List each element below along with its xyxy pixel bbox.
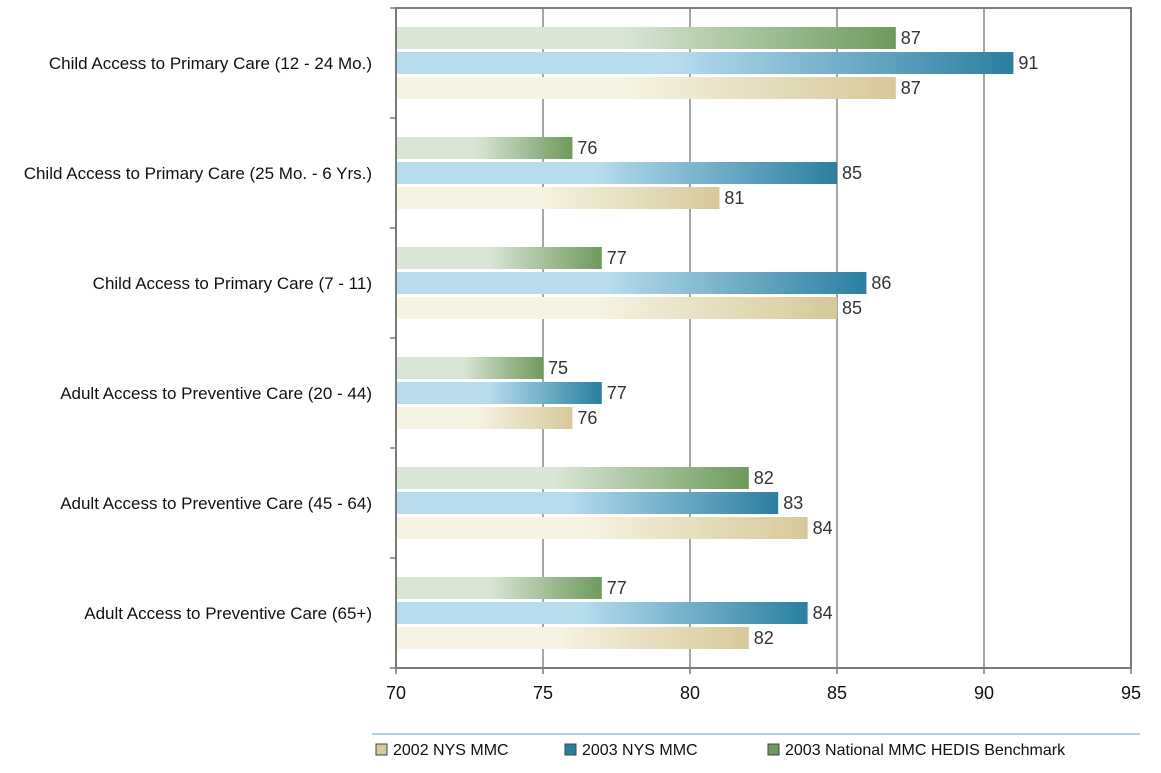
bar-2002-nys-mmc-6	[396, 627, 749, 649]
bar-2003-nys-mmc-5	[396, 492, 779, 514]
x-tick-label: 95	[1121, 683, 1141, 703]
data-label: 84	[813, 518, 833, 538]
bar-2002-nys-mmc-3	[396, 297, 837, 319]
bar-2003-nys-mmc-2	[396, 162, 837, 184]
bar-2003-nys-mmc-1	[396, 52, 1014, 74]
x-tick-label: 90	[974, 683, 994, 703]
bar-2003-national-mmc-hedis-benchmark-2	[396, 137, 573, 159]
data-label: 84	[813, 603, 833, 623]
category-label: Child Access to Primary Care (7 - 11)	[93, 274, 372, 293]
x-tick-label: 85	[827, 683, 847, 703]
data-label: 76	[577, 408, 597, 428]
data-label: 81	[724, 188, 744, 208]
category-label: Adult Access to Preventive Care (65+)	[84, 604, 372, 623]
data-label: 87	[901, 28, 921, 48]
bar-2003-national-mmc-hedis-benchmark-1	[396, 27, 896, 49]
bar-2003-nys-mmc-4	[396, 382, 602, 404]
data-label: 85	[842, 298, 862, 318]
data-label: 86	[871, 273, 891, 293]
data-label: 85	[842, 163, 862, 183]
legend: 2002 NYS MMC 2003 NYS MMC 2003 National MM…	[372, 733, 1140, 759]
gridlines	[542, 8, 985, 668]
bar-2002-nys-mmc-2	[396, 187, 720, 209]
plot-frame	[395, 7, 1132, 669]
legend-swatch	[564, 743, 577, 756]
data-label: 77	[607, 578, 627, 598]
bar-2003-national-mmc-hedis-benchmark-4	[396, 357, 543, 379]
legend-swatch	[375, 743, 388, 756]
category-label: Adult Access to Preventive Care (20 - 44…	[60, 384, 372, 403]
bars	[396, 27, 1014, 649]
data-label: 77	[607, 383, 627, 403]
labels: 87 91 87 Child Access to Primary Care (12 -…	[24, 28, 1141, 703]
x-tick-label: 70	[386, 683, 406, 703]
data-label: 87	[901, 78, 921, 98]
legend-label: 2003 National MMC HEDIS Benchmark	[785, 742, 1066, 759]
x-tick-label: 80	[680, 683, 700, 703]
legend-label: 2002 NYS MMC	[393, 742, 509, 759]
data-label: 83	[783, 493, 803, 513]
x-tick-label: 75	[533, 683, 553, 703]
bar-2003-national-mmc-hedis-benchmark-3	[396, 247, 602, 269]
category-label: Child Access to Primary Care (25 Mo. - 6…	[24, 164, 372, 183]
data-label: 82	[754, 468, 774, 488]
bar-2002-nys-mmc-5	[396, 517, 808, 539]
data-label: 82	[754, 628, 774, 648]
bar-2002-nys-mmc-1	[396, 77, 896, 99]
category-label: Child Access to Primary Care (12 - 24 Mo…	[49, 54, 372, 73]
bar-2003-national-mmc-hedis-benchmark-6	[396, 577, 602, 599]
data-label: 77	[607, 248, 627, 268]
legend-swatch	[767, 743, 780, 756]
data-label: 75	[548, 358, 568, 378]
bar-2003-nys-mmc-3	[396, 272, 867, 294]
data-label: 76	[577, 138, 597, 158]
data-label: 91	[1018, 53, 1038, 73]
bar-2002-nys-mmc-4	[396, 407, 573, 429]
category-label: Adult Access to Preventive Care (45 - 64…	[60, 494, 372, 513]
axes	[390, 7, 1132, 674]
legend-label: 2003 NYS MMC	[582, 742, 698, 759]
bar-2003-national-mmc-hedis-benchmark-5	[396, 467, 749, 489]
bar-2003-nys-mmc-6	[396, 602, 808, 624]
